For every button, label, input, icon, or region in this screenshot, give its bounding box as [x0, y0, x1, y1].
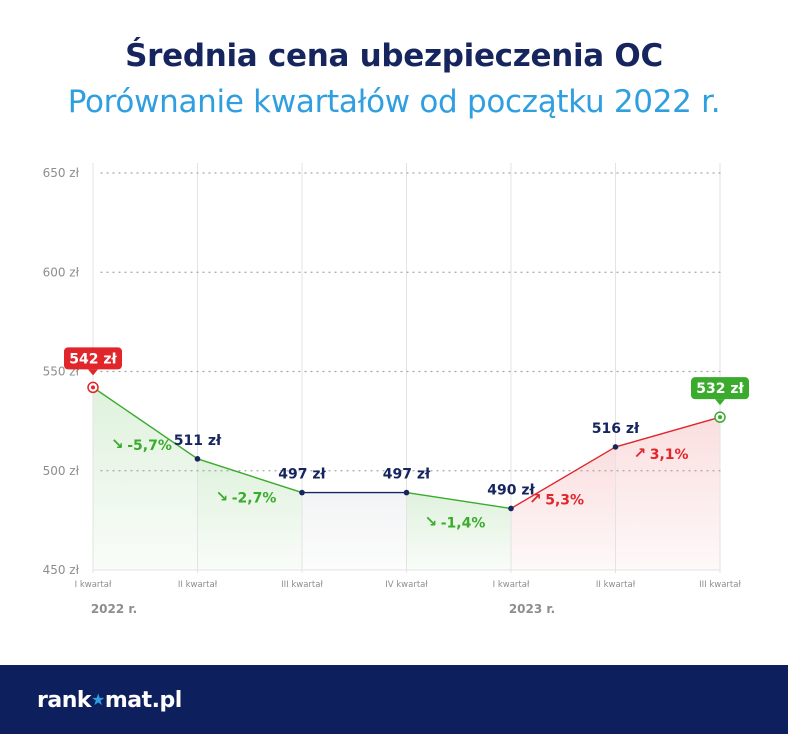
- value-badge-pointer: [88, 369, 98, 376]
- highlight-point-core: [718, 415, 722, 420]
- value-badge-pointer: [715, 399, 725, 406]
- data-point: [508, 505, 514, 512]
- area-segment: [302, 492, 407, 570]
- x-tick-label: IV kwartał: [385, 580, 428, 590]
- series-line-segment: [615, 416, 721, 448]
- highlight-point-core: [91, 385, 95, 390]
- data-point: [194, 456, 201, 462]
- series-line-segment: [197, 458, 303, 494]
- x-tick-label: II kwartał: [596, 580, 636, 590]
- series-line-segment: [406, 491, 512, 510]
- chart-subtitle: Porównanie kwartałów od początku 2022 r.: [67, 84, 721, 120]
- series-line-segment: [510, 446, 616, 510]
- value-label: 532 zł: [696, 381, 744, 397]
- value-label: 497 zł: [278, 467, 326, 483]
- x-tick-label: II kwartał: [178, 580, 218, 590]
- brand-logo: rank★mat.pl: [37, 688, 182, 713]
- x-tick-label: III kwartał: [699, 580, 741, 590]
- change-label: -2,7%: [232, 491, 277, 507]
- value-badge: [64, 347, 122, 370]
- value-label: 516 zł: [592, 421, 640, 437]
- star-icon: ★: [91, 690, 105, 709]
- change-label: -1,4%: [441, 516, 486, 532]
- data-point: [612, 444, 619, 450]
- footer-bar: rank★mat.pl: [0, 665, 788, 734]
- chart-title: Średnia cena ubezpieczenia OC: [125, 38, 663, 74]
- x-tick-label: I kwartał: [75, 580, 112, 590]
- y-tick-label: 500 zł: [43, 464, 80, 478]
- data-point: [299, 489, 305, 496]
- change-label: 3,1%: [650, 447, 689, 463]
- arrow-down-right-icon: ↘: [215, 488, 228, 506]
- x-tick-label: I kwartał: [493, 580, 530, 590]
- area-segment: [406, 492, 511, 570]
- arrow-up-right-icon: ↗: [633, 444, 646, 462]
- y-tick-label: 650 zł: [43, 166, 80, 180]
- arrow-up-right-icon: ↗: [529, 490, 542, 508]
- y-tick-label: 600 zł: [43, 265, 80, 279]
- value-label: 490 zł: [487, 482, 535, 498]
- area-segment: [615, 417, 720, 570]
- year-label: 2023 r.: [509, 602, 555, 616]
- y-tick-label: 450 zł: [43, 563, 80, 577]
- arrow-down-right-icon: ↘: [111, 435, 124, 453]
- area-segment: [197, 458, 302, 570]
- value-label: 497 zł: [383, 467, 431, 483]
- arrow-down-right-icon: ↘: [424, 513, 437, 531]
- value-label: 542 zł: [69, 351, 117, 367]
- change-label: -5,7%: [127, 438, 172, 454]
- value-label: 511 zł: [174, 433, 222, 449]
- change-label: 5,3%: [545, 493, 584, 509]
- value-badge: [691, 377, 749, 400]
- area-segment: [511, 446, 616, 570]
- area-segment: [93, 387, 198, 570]
- series-line-segment: [92, 386, 198, 460]
- x-tick-label: III kwartał: [281, 580, 323, 590]
- year-label: 2022 r.: [91, 602, 137, 616]
- data-point: [403, 489, 410, 496]
